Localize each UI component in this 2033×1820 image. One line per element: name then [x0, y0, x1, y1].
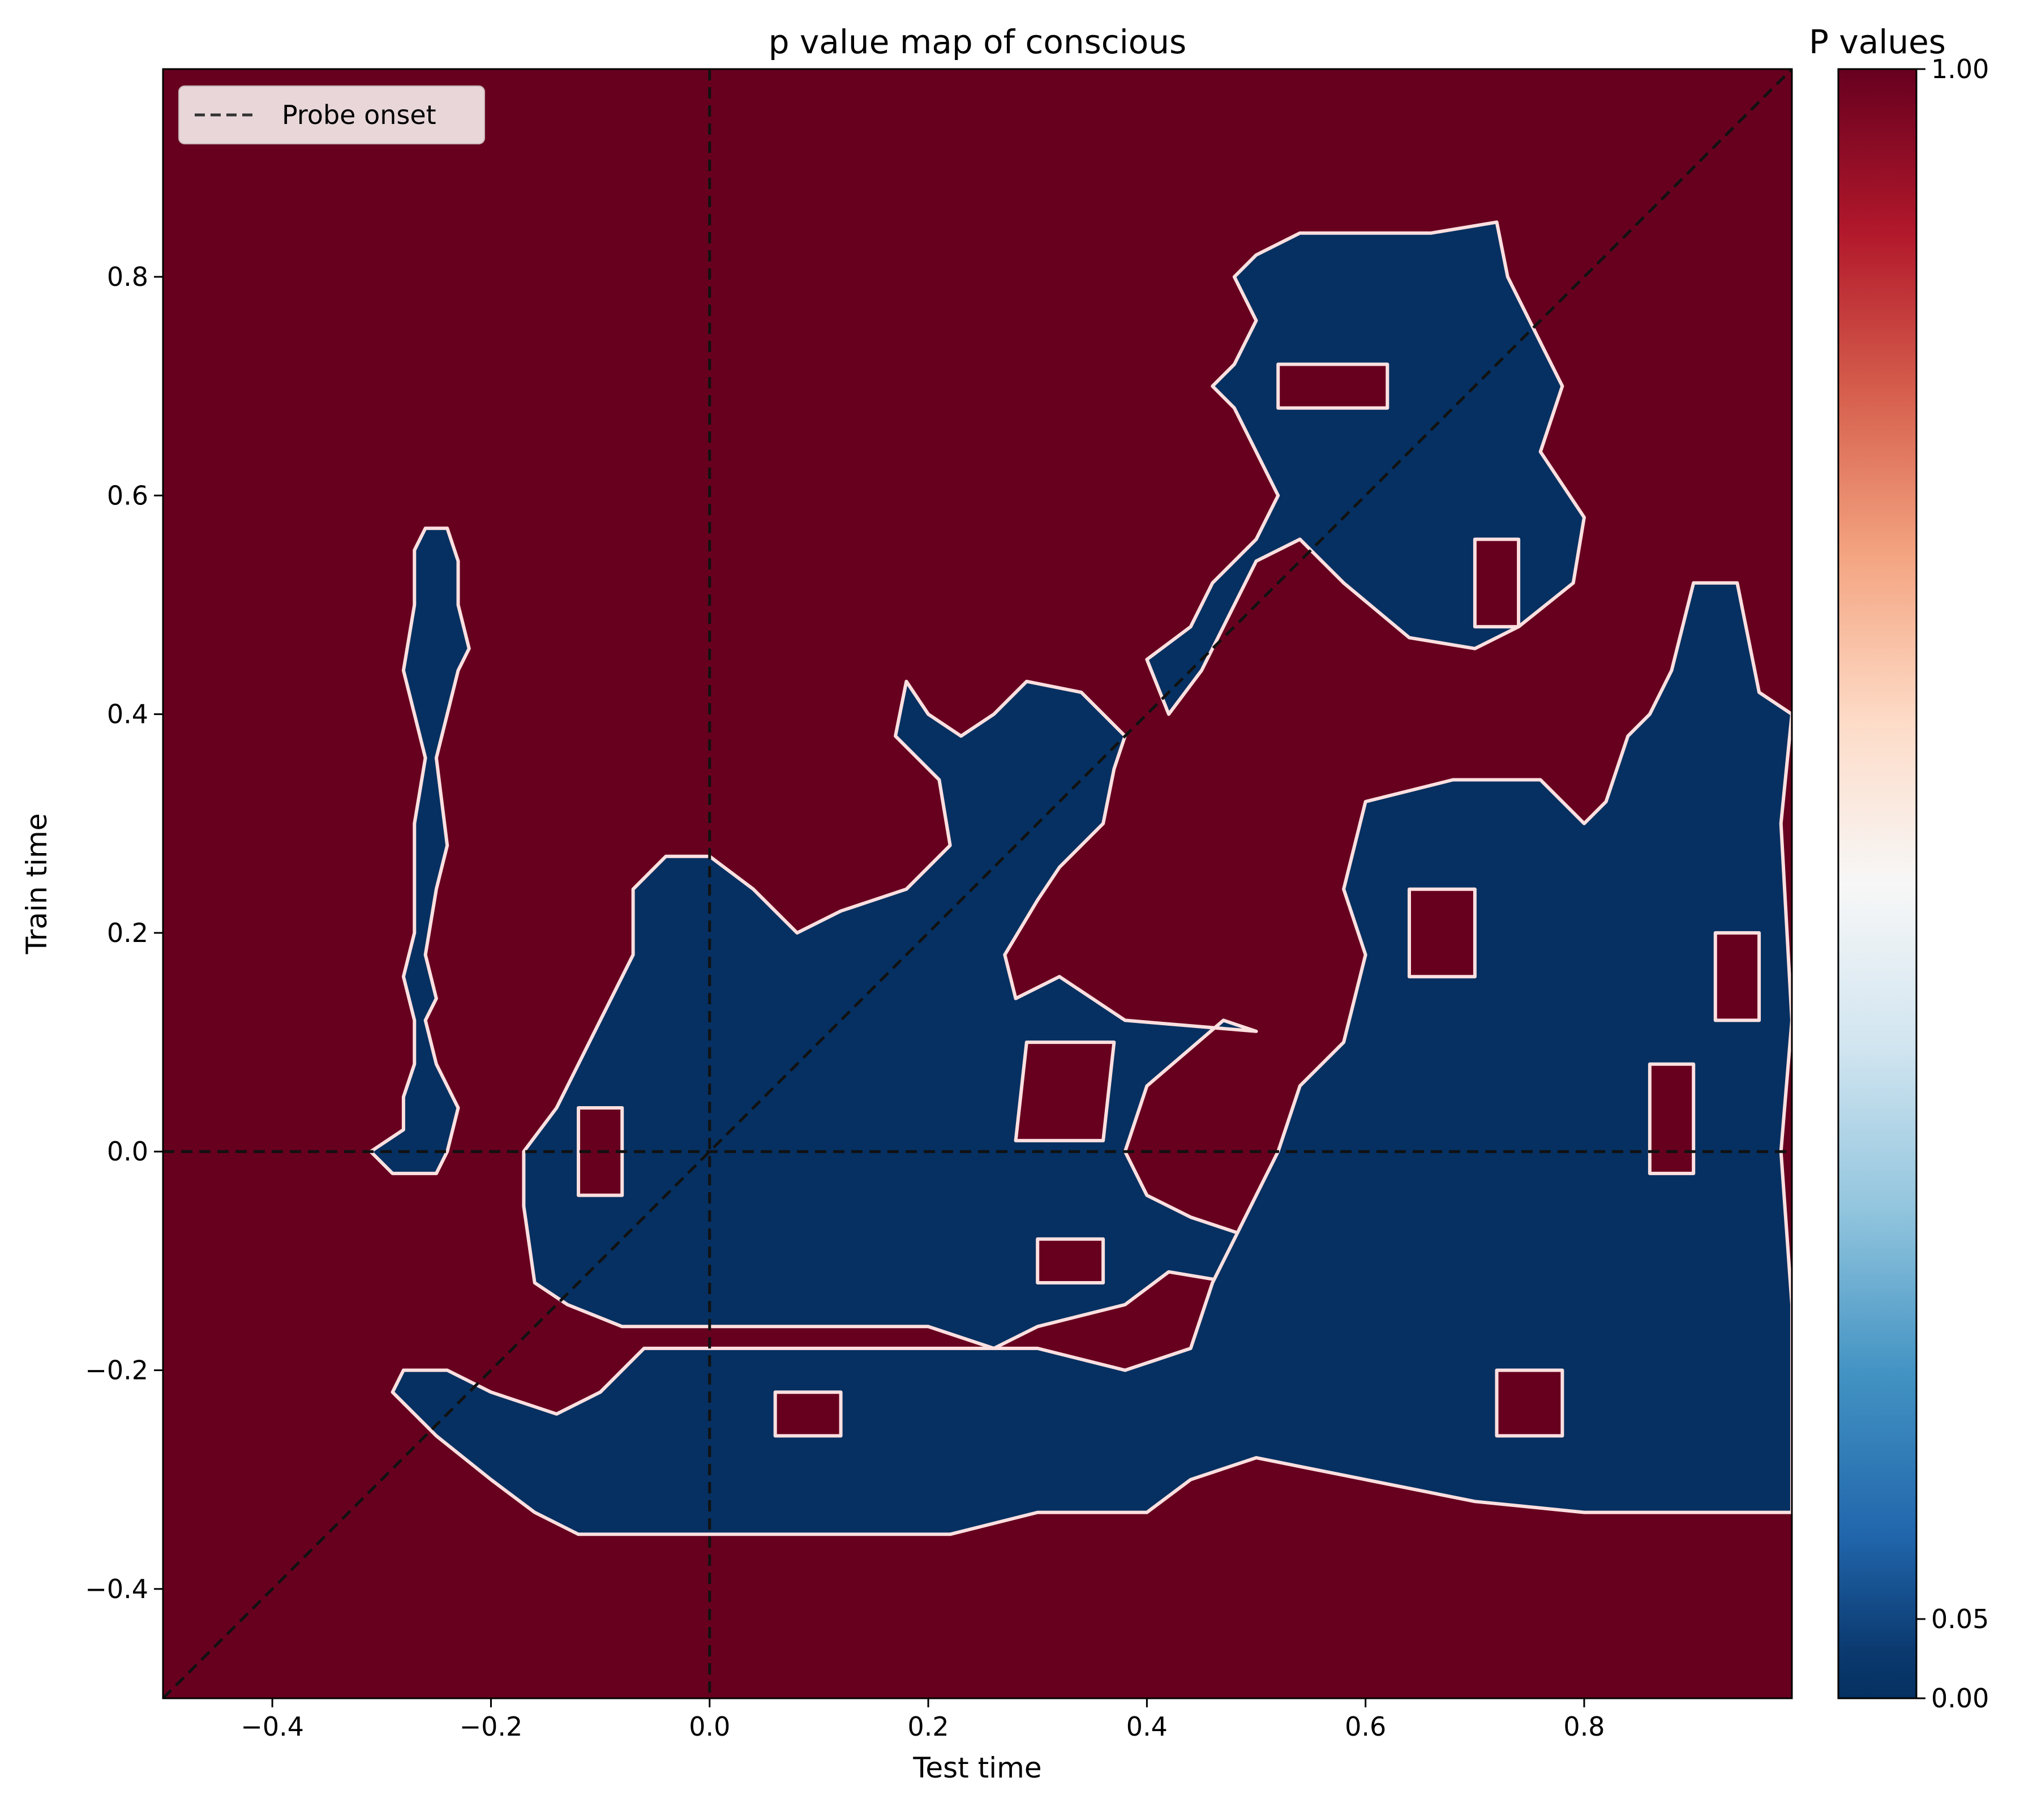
- x-tick-label: 0.6: [1345, 1711, 1386, 1742]
- non-significant-hole: [1495, 1368, 1564, 1438]
- y-tick-label: −0.2: [85, 1355, 148, 1386]
- non-significant-hole: [1473, 537, 1521, 629]
- colorbar-tick-label: 1.00: [1931, 54, 1989, 84]
- y-axis-ticks: −0.4 −0.2 0.0 0.2 0.4 0.6 0.8: [85, 262, 163, 1604]
- x-tick-label: −0.4: [241, 1711, 304, 1742]
- x-axis-label: Test time: [912, 1752, 1041, 1784]
- non-significant-hole: [1408, 887, 1477, 979]
- colorbar-gradient: [1837, 68, 1918, 1699]
- reference-lines: [163, 69, 1792, 1698]
- non-significant-hole: [1648, 1062, 1696, 1175]
- x-tick-label: 0.4: [1126, 1711, 1168, 1742]
- legend-box: [178, 85, 485, 144]
- y-tick-label: 0.0: [107, 1136, 148, 1167]
- y-tick-label: 0.6: [107, 480, 148, 511]
- non-significant-hole: [1036, 1237, 1105, 1284]
- x-tick-label: −0.2: [460, 1711, 523, 1742]
- x-axis-ticks: −0.4 −0.2 0.0 0.2 0.4 0.6 0.8: [241, 1698, 1605, 1742]
- y-tick-label: 0.2: [107, 918, 148, 948]
- chart-title: p value map of conscious: [769, 23, 1187, 61]
- x-tick-label: 0.8: [1563, 1711, 1605, 1742]
- colorbar-tick-label: 0.00: [1931, 1683, 1989, 1714]
- y-tick-label: 0.8: [107, 262, 148, 292]
- significance-regions: [369, 220, 1792, 1536]
- x-tick-label: 0.2: [908, 1711, 949, 1742]
- y-tick-label: −0.4: [85, 1574, 148, 1604]
- plot-frame: [162, 68, 1793, 1699]
- x-tick-label: 0.0: [689, 1711, 730, 1742]
- y-axis-label: Train time: [20, 813, 53, 955]
- non-significant-hole: [1276, 362, 1389, 410]
- significant-region-left-strip: [369, 526, 471, 1175]
- legend-entry-probe-onset: Probe onset: [282, 100, 436, 130]
- y-tick-label: 0.4: [107, 699, 148, 730]
- significant-region-central-mass: [522, 679, 1258, 1350]
- colorbar-title: P values: [1809, 23, 1946, 61]
- diagonal-line: [163, 69, 1792, 1698]
- non-significant-hole: [1014, 1040, 1116, 1142]
- colorbar-tick-label: 0.05: [1931, 1604, 1989, 1634]
- colorbar-ticks: 0.00 0.05 1.00: [1916, 54, 1989, 1714]
- non-significant-hole: [773, 1390, 843, 1438]
- significant-region-lower-band: [391, 581, 1792, 1536]
- colorbar: P values 0.00 0.05 1.00: [1809, 23, 1989, 1714]
- non-significant-hole: [1713, 931, 1761, 1022]
- legend: Probe onset: [178, 85, 485, 144]
